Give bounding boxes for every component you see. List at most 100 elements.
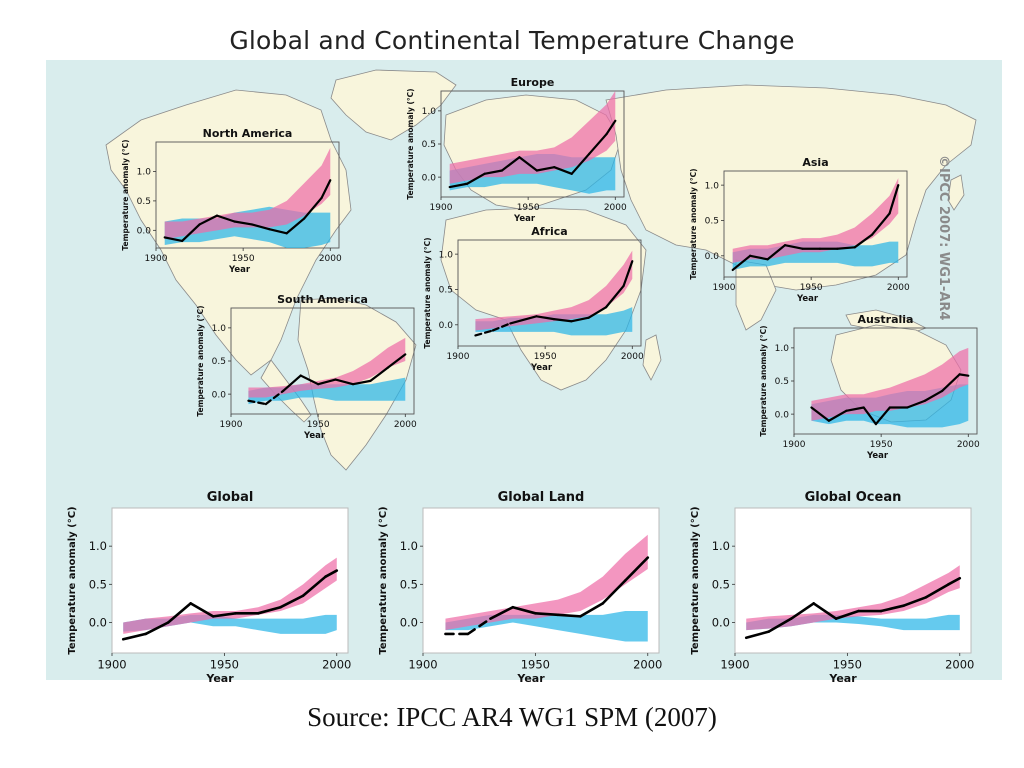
- observed-line-segment: [767, 617, 793, 633]
- observed-line-segment: [483, 169, 504, 175]
- y-tick-label: 0.5: [89, 577, 107, 591]
- y-tick-label: 0.5: [422, 140, 436, 150]
- observed-line-segment: [324, 569, 339, 578]
- anthropogenic-forcing-band: [746, 565, 960, 631]
- chart-title: Africa: [531, 225, 567, 238]
- observed-line-segment: [534, 612, 560, 617]
- chart-australia: Australia 1900 1950 2000 Year 0.0 0.5 1.0 Temper…: [759, 313, 980, 461]
- x-tick-label: 1950: [833, 658, 862, 672]
- observed-line-segment: [570, 152, 591, 175]
- y-tick-label: 0.5: [400, 577, 418, 591]
- observed-line-segment: [320, 179, 332, 200]
- x-tick-label: 1900: [447, 352, 470, 362]
- source-caption: Source: IPCC AR4 WG1 SPM (2007): [307, 702, 717, 732]
- y-tick-label: 0.5: [212, 357, 226, 367]
- x-tick-label: 1900: [97, 658, 126, 672]
- observed-line-segment: [233, 220, 253, 226]
- observed-line-segment: [749, 254, 769, 261]
- observed-line-segment: [623, 556, 650, 582]
- chart-title: Global Land: [498, 490, 585, 505]
- x-axis-label: Year: [866, 451, 889, 461]
- observed-line-segment: [144, 621, 170, 636]
- x-axis-label: Year: [516, 672, 545, 685]
- x-tick-label: 2000: [887, 283, 910, 293]
- x-tick-label: 2000: [621, 352, 644, 362]
- y-tick-label: 0.0: [137, 226, 152, 236]
- greenland-shape: [330, 69, 457, 141]
- asia-shape: [605, 84, 977, 291]
- observed-line-segment: [247, 399, 267, 406]
- chart-title: South America: [277, 293, 368, 306]
- y-axis-label: Temperature anomaly (°C): [759, 325, 768, 436]
- x-tick-label: 1900: [430, 203, 453, 213]
- observed-line-segment: [285, 217, 306, 235]
- chart-title: Asia: [802, 156, 828, 169]
- chart-global-ocean: Global Ocean 1900 1950 2000 Year 0.0 0.5 1.0 Tem…: [690, 490, 974, 685]
- chart-asia: Asia 1900 1950 2000 Year 0.0 0.5 1.0 Temperature…: [689, 156, 910, 304]
- observed-line-segment: [211, 612, 237, 618]
- y-tick-label: 0.0: [705, 252, 720, 262]
- x-tick-label: 2000: [633, 658, 662, 672]
- plot-area: [457, 239, 642, 347]
- africa-shape: [440, 207, 647, 391]
- observed-line-segment: [556, 613, 582, 618]
- chart-title: North America: [203, 127, 293, 140]
- observed-line-segment: [215, 214, 236, 223]
- observed-line-segment: [906, 399, 926, 409]
- observed-line-segment: [941, 373, 961, 393]
- observed-line-segment: [924, 583, 950, 599]
- observed-line-segment: [827, 409, 848, 422]
- x-tick-label: 2000: [604, 203, 627, 213]
- natural-forcing-band: [248, 377, 406, 405]
- y-tick-label: 1.0: [400, 539, 418, 553]
- x-tick-label: 1900: [408, 658, 437, 672]
- observed-line-segment: [812, 602, 838, 620]
- observed-line-segment: [871, 212, 891, 236]
- x-axis-label: Year: [828, 672, 857, 685]
- observed-line-segment: [570, 316, 590, 323]
- y-tick-label: 0.0: [439, 321, 454, 331]
- observed-line-segment: [474, 329, 494, 337]
- observed-line-segment: [509, 315, 538, 325]
- y-tick-label: 1.0: [439, 250, 454, 260]
- observed-line-segment: [605, 119, 617, 136]
- anthropogenic-forcing-band: [248, 337, 406, 398]
- chart-title: Australia: [858, 313, 914, 326]
- x-tick-label: 1900: [713, 283, 736, 293]
- observed-line-segment: [351, 379, 372, 386]
- observed-line-segment: [902, 595, 928, 607]
- y-tick-label: 0.0: [775, 410, 790, 420]
- y-tick-label: 1.0: [212, 324, 227, 334]
- chart-europe: Europe 1900 1950 2000 Year 0.0 0.5 1.0 Temperatu…: [406, 76, 627, 224]
- observed-line-segment: [836, 246, 856, 250]
- x-axis-label: Year: [303, 431, 326, 441]
- observed-line-segment: [250, 223, 271, 231]
- y-tick-label: 0.0: [212, 390, 227, 400]
- y-axis-label: Temperature anomaly (°C): [406, 88, 415, 199]
- y-tick-label: 1.0: [712, 539, 730, 553]
- observed-line-segment: [789, 602, 815, 620]
- y-tick-label: 0.0: [400, 615, 418, 629]
- observed-line-segment: [500, 156, 521, 172]
- y-axis-label: Temperature anomaly (°C): [378, 506, 389, 654]
- x-tick-label: 2000: [319, 254, 342, 264]
- observed-line-segment: [121, 632, 148, 641]
- x-axis-label: Year: [513, 214, 536, 224]
- observed-line-segment: [879, 604, 905, 613]
- y-tick-label: 0.5: [775, 377, 789, 387]
- observed-line-segment: [535, 166, 556, 172]
- observed-line-segment: [189, 602, 215, 618]
- observed-line-segment: [299, 374, 320, 386]
- observed-line-segment: [834, 609, 860, 620]
- observed-line-segment: [448, 182, 469, 189]
- observed-line-segment: [317, 378, 337, 386]
- x-tick-label: 1950: [534, 352, 557, 362]
- x-tick-label: 1900: [220, 420, 243, 430]
- x-tick-label: 2000: [957, 440, 980, 450]
- observed-line-segment: [601, 579, 627, 605]
- observed-line-segment: [264, 389, 285, 406]
- observed-line-segment: [731, 254, 752, 272]
- chart-global: Global 1900 1950 2000 Year 0.0 0.5 1.0 Temperatu…: [67, 490, 351, 685]
- x-tick-label: 1950: [870, 440, 893, 450]
- y-tick-label: 0.5: [705, 217, 719, 227]
